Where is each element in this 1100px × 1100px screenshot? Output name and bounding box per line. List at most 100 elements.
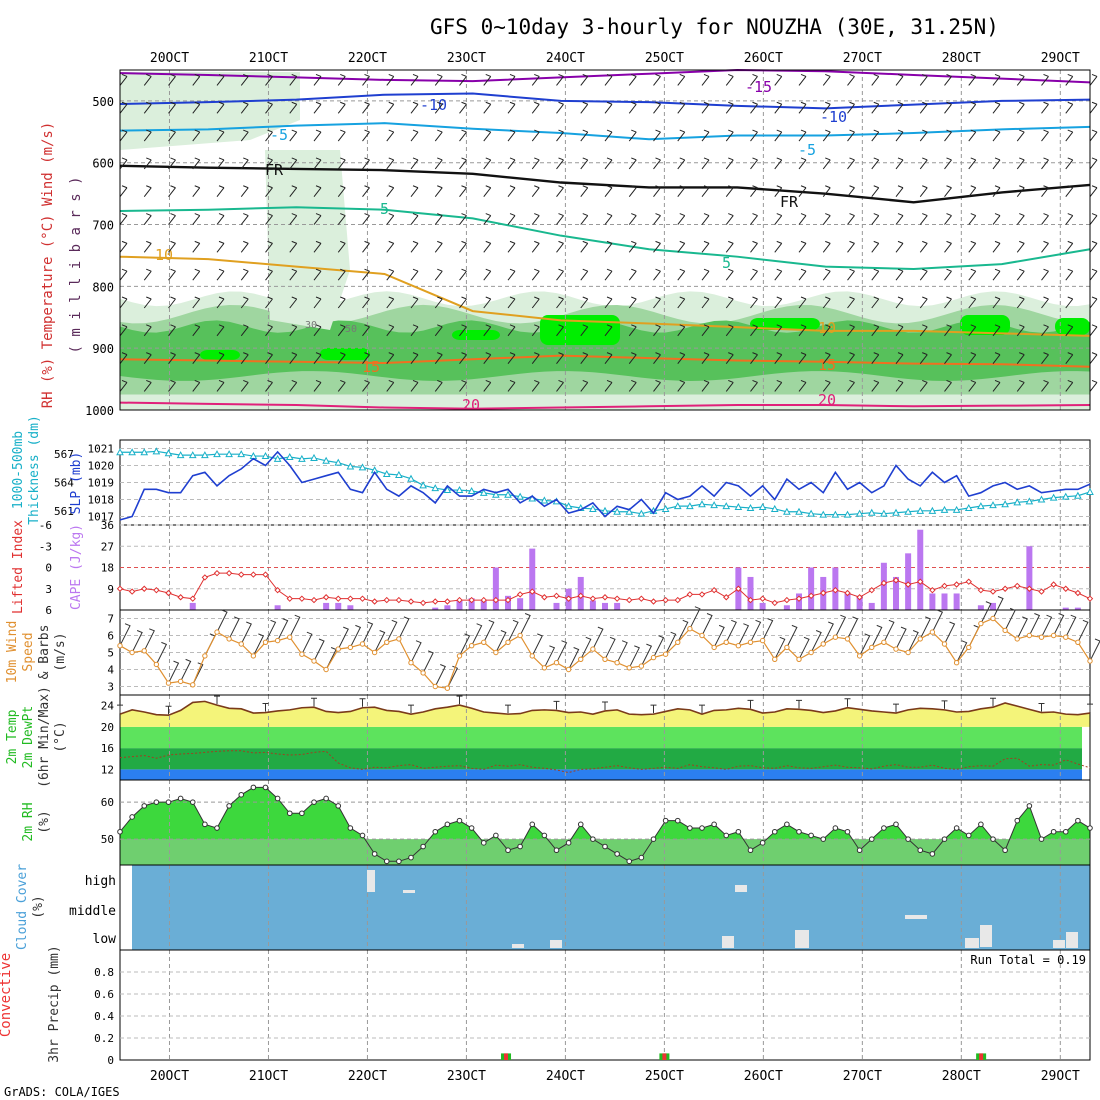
rh2m-point <box>383 858 390 865</box>
x-tick-label-top: 23OCT <box>447 51 486 66</box>
wind-barb <box>1065 213 1074 225</box>
precip-ylabel-mm-line: 3hr Precip (mm) <box>47 945 62 1062</box>
wind-barb <box>216 185 225 198</box>
rh2m-point <box>541 832 548 839</box>
wind10m-point <box>978 620 984 627</box>
wind-barb <box>677 185 686 198</box>
wind10m-ylabel-line: Speed <box>21 632 36 671</box>
thickness-point <box>807 509 815 517</box>
wind10m-point <box>796 656 802 662</box>
wind-barb <box>871 352 880 364</box>
li-point <box>795 595 803 602</box>
cape-bar <box>917 529 924 610</box>
thickness-point <box>273 454 282 462</box>
wind10m-point <box>905 649 911 656</box>
thickness-point <box>455 486 464 494</box>
temp-error-bar <box>408 704 414 714</box>
wind-barb <box>265 129 273 142</box>
cape-bar <box>347 605 354 610</box>
cloud-level-label: middle <box>69 904 116 919</box>
wind-barb <box>240 352 249 364</box>
wind10m-ylabel-line: (m/s) <box>53 632 68 671</box>
wind-barb <box>774 129 783 142</box>
wind-barb <box>434 268 443 281</box>
wind10m-point <box>869 644 875 651</box>
temp-error-bar <box>893 703 899 713</box>
precip-tick-label: 0.8 <box>94 966 114 979</box>
wind-barb <box>1089 185 1098 198</box>
wind10m-barb <box>725 619 737 643</box>
wind10m-barb <box>556 640 568 663</box>
rh2m-point <box>1002 847 1008 854</box>
li-point <box>347 595 354 602</box>
wind-barb <box>1089 240 1098 253</box>
wind-barb <box>410 379 419 392</box>
thickness-point <box>443 486 452 494</box>
cape-bar <box>1074 607 1081 610</box>
wind-barb <box>1016 213 1025 225</box>
wind-barb <box>459 379 467 392</box>
temp-error-bar <box>214 695 220 705</box>
wind-barb <box>531 157 540 170</box>
wind-barb <box>580 379 589 392</box>
thickness-point <box>904 507 912 515</box>
wind-barb <box>531 213 540 225</box>
li-point <box>213 569 221 577</box>
temp2m-ylabel-line: (°C) <box>53 721 68 752</box>
cape-bar <box>1062 607 1069 610</box>
wind-barb <box>725 352 734 364</box>
wind10m-barb <box>155 641 168 665</box>
wind-barb <box>386 101 395 114</box>
rh2m-point <box>614 851 620 857</box>
wind-barb <box>240 129 249 142</box>
cape-tick-label: 9 <box>107 583 114 596</box>
li-point <box>892 577 900 584</box>
thickness-point <box>479 488 488 496</box>
wind10m-point <box>759 637 766 644</box>
cape-bar <box>468 598 475 610</box>
wind10m-point <box>662 651 669 657</box>
li-point <box>492 596 500 604</box>
cape-bar <box>953 593 960 610</box>
wind-barb <box>750 185 758 198</box>
upper-ylabel-2: ( m i l l i b a r s ) <box>68 176 84 353</box>
wind-barb <box>677 379 686 392</box>
wind-barb <box>1016 185 1025 198</box>
cloud-ylabel-line: Cloud Cover <box>15 864 30 950</box>
wind-barb <box>798 73 807 86</box>
wind10m-line <box>119 617 1091 689</box>
cape-bar <box>941 593 948 610</box>
cloud-break <box>735 885 747 892</box>
rh2m-point <box>238 791 245 798</box>
wind10m-barb <box>665 631 677 655</box>
wind10m-barb <box>143 628 155 652</box>
li-tick-label: 6 <box>45 604 52 617</box>
thickness-point <box>977 502 985 510</box>
li-ylabel: Lifted Index <box>11 520 26 614</box>
wind-barb <box>1041 157 1049 170</box>
wind-barb <box>313 185 322 198</box>
wind-barb <box>531 101 540 114</box>
wind-barb <box>386 379 395 392</box>
rh2m-point <box>626 858 633 865</box>
wind-barb <box>192 240 201 253</box>
wind10m-point <box>141 648 147 654</box>
wind-barb <box>289 73 298 86</box>
wind10m-barb <box>931 609 944 633</box>
temperature-contour-10 <box>119 255 1091 337</box>
cape-ylabel: CAPE (J/kg) <box>69 524 84 610</box>
wind-barb <box>119 296 128 309</box>
rh2m-point <box>286 810 293 817</box>
wind-barb <box>1016 73 1025 86</box>
wind-barb <box>119 324 128 337</box>
rh2m-point <box>905 836 911 842</box>
wind-barb <box>556 213 564 225</box>
wind-barb <box>725 157 734 170</box>
wind-barb <box>628 379 637 392</box>
li-point <box>1026 585 1033 592</box>
li-point <box>686 591 694 598</box>
wind-barb <box>434 101 443 114</box>
rh2m-point <box>371 851 378 857</box>
x-tick-label-bottom: 23OCT <box>447 1069 486 1084</box>
wind10m-barb <box>434 664 446 687</box>
